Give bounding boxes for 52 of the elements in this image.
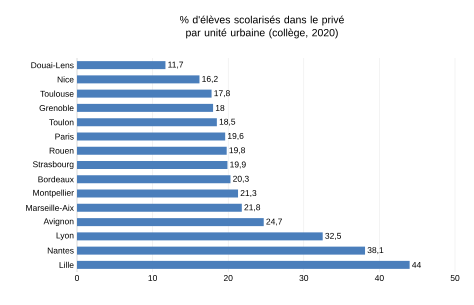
bar [77, 61, 166, 70]
x-tick-label: 50 [450, 275, 460, 282]
bar [77, 161, 228, 169]
bar [77, 218, 264, 226]
y-tick-label: Toulon [49, 119, 74, 126]
y-tick-label: Marseille-Aix [26, 204, 74, 211]
bar [77, 175, 230, 184]
data-label: 16,2 [202, 76, 218, 83]
bar [77, 75, 200, 84]
bar [77, 90, 212, 98]
y-tick-label: Nantes [48, 248, 74, 254]
bar [77, 246, 366, 255]
bar [77, 118, 217, 126]
chart-title: % d'élèves scolarisés dans le privé par unité urbaine (collège, 2020) [180, 16, 344, 38]
data-label: 19,9 [230, 162, 246, 168]
data-label: 21,3 [240, 190, 256, 198]
y-tick-label: Montpellier [33, 190, 74, 198]
x-tick-label: 10 [148, 275, 157, 282]
y-tick-label: Avignon [44, 218, 74, 226]
bar [77, 104, 214, 112]
bar [77, 190, 238, 198]
data-label: 24,7 [266, 218, 282, 226]
data-label: 21,8 [244, 204, 260, 212]
x-tick-label: 20 [224, 275, 233, 282]
y-tick-label: Rouen [50, 148, 74, 154]
data-label: 19,6 [228, 132, 244, 140]
bar [77, 204, 242, 212]
data-label: 32,5 [325, 232, 342, 240]
y-tick-label: Douai-Lens [31, 62, 74, 68]
y-tick-label: Strasbourg [32, 161, 74, 169]
data-label: 20,3 [233, 176, 249, 183]
data-label: 38,1 [368, 247, 384, 254]
x-tick-label: 30 [299, 275, 308, 282]
y-tick-label: Paris [55, 133, 74, 140]
bar [77, 232, 323, 240]
y-tick-label: Lille [60, 262, 74, 268]
bar [77, 260, 410, 269]
data-label: 19,8 [230, 147, 246, 154]
data-label: 11,7 [168, 62, 184, 69]
x-tick-label: 40 [374, 275, 384, 282]
y-tick-label: Toulouse [40, 90, 74, 97]
data-label: 18,5 [220, 118, 236, 126]
bar [77, 132, 226, 140]
y-tick-label: Bordeaux [38, 176, 74, 182]
x-tick-label: 0 [74, 275, 80, 282]
data-label: 17,8 [214, 90, 230, 98]
bar [77, 146, 227, 155]
data-label: 18 [216, 104, 224, 111]
data-label: 44 [412, 262, 422, 268]
y-tick-label: Grenoble [40, 104, 74, 112]
y-tick-label: Lyon [56, 232, 74, 240]
y-tick-label: Nice [58, 76, 74, 83]
